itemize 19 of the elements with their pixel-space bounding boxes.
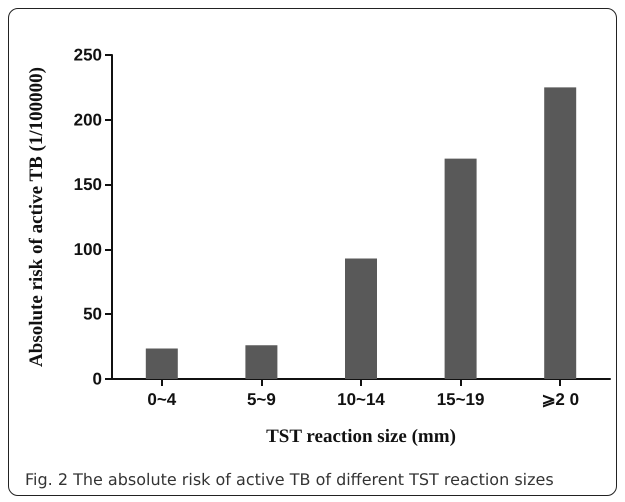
x-tick-label: ⩾2 0 (541, 390, 580, 409)
y-tick-label: 100 (74, 240, 102, 259)
y-tick-label: 150 (74, 175, 102, 194)
x-tick-label: 0~4 (147, 390, 177, 409)
y-tick-label: 50 (83, 304, 102, 324)
y-tick-label: 250 (74, 46, 102, 64)
y-axis-title: Absolute risk of active TB (1/100000) (26, 67, 47, 367)
bar (345, 258, 377, 379)
bar (245, 345, 278, 379)
x-tick-label: 10~14 (337, 390, 386, 409)
x-tick-label: 15~19 (436, 390, 484, 409)
bar (444, 158, 477, 379)
y-tick-label: 200 (74, 110, 102, 130)
caption: Fig. 2 The absolute risk of active TB of different TST reaction sizes (25, 470, 554, 489)
bar (146, 348, 178, 379)
x-tick-label: 5~9 (246, 390, 276, 409)
bar (544, 87, 576, 379)
x-axis-title: TST reaction size (mm) (266, 426, 456, 447)
y-tick-label: 0 (92, 370, 102, 388)
